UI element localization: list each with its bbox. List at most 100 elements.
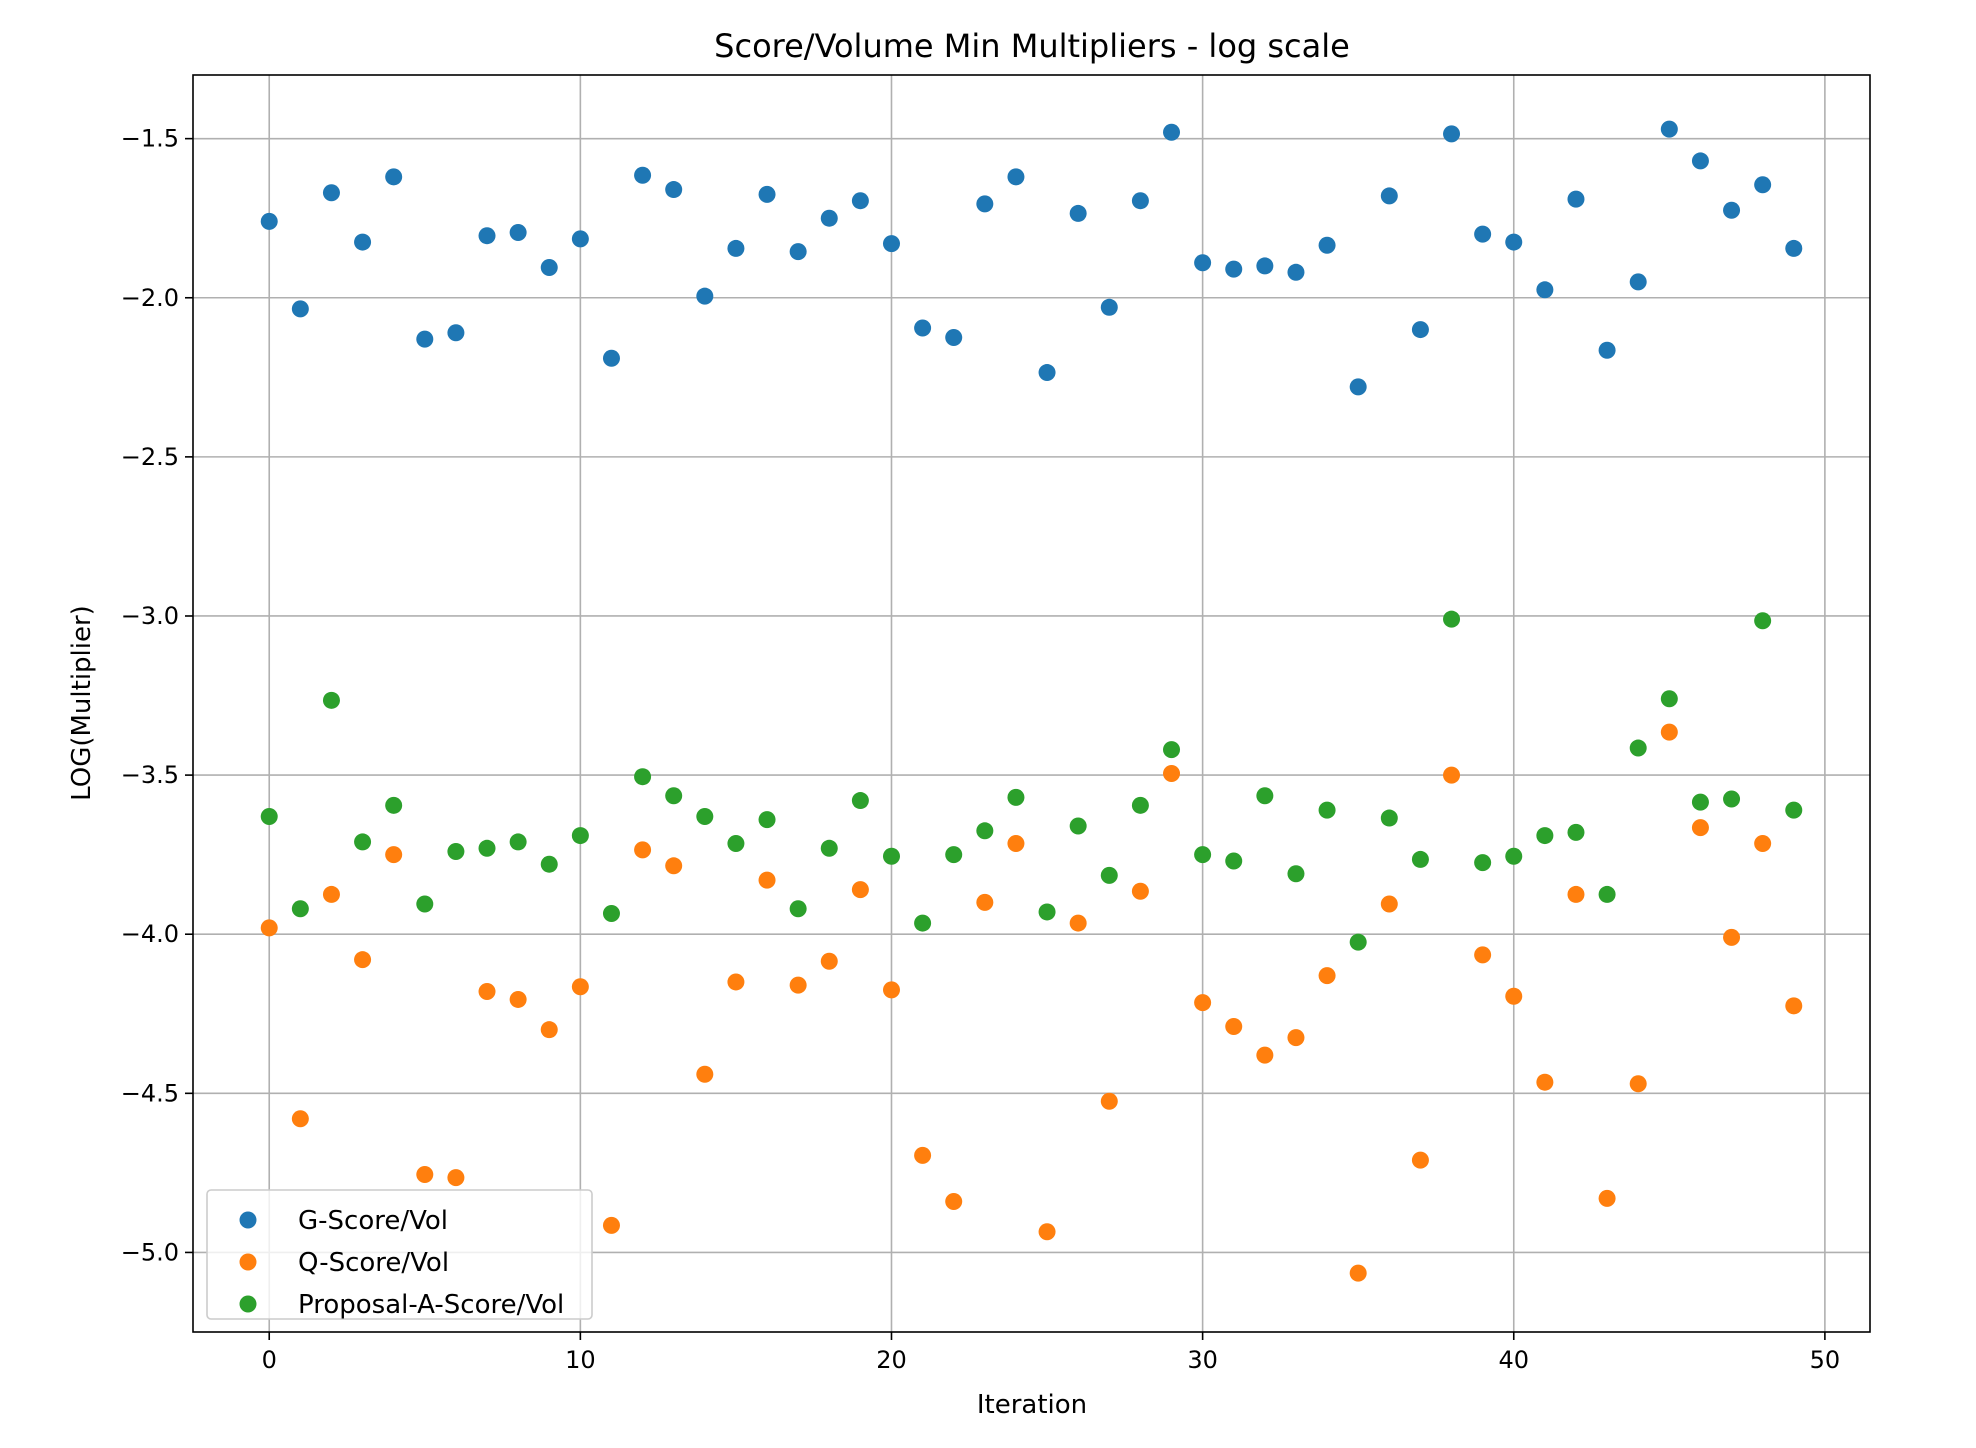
point-series-0-iter-20	[882, 235, 900, 253]
x-tick-label: 20	[876, 1346, 907, 1374]
point-series-0-iter-47	[1723, 201, 1741, 219]
point-series-2-iter-21	[914, 914, 932, 932]
point-series-0-iter-22	[945, 329, 963, 347]
point-series-0-iter-43	[1598, 341, 1616, 359]
point-series-0-iter-14	[696, 287, 714, 305]
point-series-0-iter-15	[727, 239, 745, 257]
point-series-1-iter-16	[758, 871, 776, 889]
point-series-1-iter-0	[260, 919, 278, 937]
point-series-0-iter-36	[1380, 187, 1398, 205]
x-tick-label: 30	[1187, 1346, 1218, 1374]
point-series-2-iter-30	[1194, 846, 1212, 864]
point-series-1-iter-22	[945, 1193, 963, 1211]
point-series-1-iter-20	[882, 981, 900, 999]
point-series-0-iter-0	[260, 212, 278, 230]
point-series-1-iter-25	[1038, 1223, 1056, 1241]
point-series-0-iter-27	[1100, 298, 1118, 316]
point-series-1-iter-45	[1660, 723, 1678, 741]
point-series-2-iter-39	[1474, 854, 1492, 872]
y-tick-label: −3.0	[121, 602, 179, 630]
point-series-1-iter-18	[820, 952, 838, 970]
point-series-1-iter-28	[1131, 882, 1149, 900]
axis-ticks: 0 10 20 30 40 50 −1.5 −2.0 −2.5 −3.0 −3.5 −4.0 −4.5 −…	[121, 125, 1840, 1374]
point-series-2-iter-23	[976, 822, 994, 840]
point-series-2-iter-49	[1785, 801, 1803, 819]
point-series-1-iter-8	[509, 990, 527, 1008]
y-tick-label: −4.5	[121, 1079, 179, 1107]
point-series-2-iter-26	[1069, 817, 1087, 835]
point-series-0-iter-39	[1474, 225, 1492, 243]
x-axis-label: Iteration	[977, 1390, 1087, 1420]
point-series-1-iter-11	[602, 1216, 620, 1234]
point-series-0-iter-7	[478, 227, 496, 245]
point-series-0-iter-34	[1318, 236, 1336, 254]
point-series-0-iter-25	[1038, 364, 1056, 382]
x-tick-label: 10	[565, 1346, 596, 1374]
point-series-2-iter-36	[1380, 809, 1398, 827]
point-series-1-iter-12	[634, 841, 652, 859]
point-series-2-iter-34	[1318, 801, 1336, 819]
point-series-1-iter-2	[322, 885, 340, 903]
point-series-2-iter-45	[1660, 690, 1678, 708]
point-series-1-iter-40	[1505, 987, 1523, 1005]
point-series-2-iter-33	[1287, 865, 1305, 883]
point-series-1-iter-3	[354, 951, 372, 969]
point-series-1-iter-9	[540, 1021, 558, 1039]
point-series-0-iter-35	[1349, 378, 1367, 396]
point-series-0-iter-23	[976, 195, 994, 213]
point-series-0-iter-8	[509, 224, 527, 242]
point-series-0-iter-32	[1256, 257, 1274, 275]
point-series-0-iter-5	[416, 330, 434, 348]
point-series-0-iter-24	[1007, 168, 1025, 186]
point-series-0-iter-18	[820, 209, 838, 227]
point-series-1-iter-47	[1723, 928, 1741, 946]
point-series-1-iter-27	[1100, 1092, 1118, 1110]
point-series-0-iter-31	[1225, 260, 1243, 278]
point-series-1-iter-19	[851, 881, 869, 899]
y-tick-label: −2.0	[121, 284, 179, 312]
point-series-1-iter-37	[1411, 1151, 1429, 1169]
point-series-2-iter-2	[322, 691, 340, 709]
point-series-0-iter-29	[1163, 123, 1181, 141]
point-series-1-iter-41	[1536, 1073, 1554, 1091]
point-series-2-iter-17	[789, 900, 807, 918]
y-tick-label: −3.5	[121, 761, 179, 789]
point-series-2-iter-38	[1443, 610, 1461, 628]
point-series-2-iter-20	[882, 847, 900, 865]
point-series-1-iter-17	[789, 976, 807, 994]
point-series-0-iter-16	[758, 185, 776, 203]
x-tick-label: 40	[1498, 1346, 1529, 1374]
point-series-2-iter-32	[1256, 787, 1274, 805]
point-series-0-iter-46	[1691, 152, 1709, 170]
legend: G-Score/Vol Q-Score/Vol Proposal-A-Score/V…	[206, 1189, 593, 1320]
point-series-1-iter-33	[1287, 1029, 1305, 1047]
point-series-1-iter-34	[1318, 967, 1336, 985]
point-series-1-iter-43	[1598, 1189, 1616, 1207]
point-series-2-iter-44	[1629, 739, 1647, 757]
point-series-0-iter-38	[1443, 125, 1461, 143]
point-series-2-iter-46	[1691, 793, 1709, 811]
point-series-1-iter-35	[1349, 1264, 1367, 1282]
point-series-0-iter-2	[322, 184, 340, 202]
point-series-0-iter-48	[1754, 176, 1772, 194]
point-series-1-iter-38	[1443, 766, 1461, 784]
legend-marker	[239, 1211, 257, 1229]
point-series-2-iter-29	[1163, 741, 1181, 759]
point-series-2-iter-24	[1007, 788, 1025, 806]
point-series-2-iter-13	[665, 787, 683, 805]
point-series-0-iter-37	[1411, 321, 1429, 339]
point-series-0-iter-19	[851, 192, 869, 210]
point-series-1-iter-7	[478, 982, 496, 1000]
point-series-0-iter-3	[354, 233, 372, 251]
point-series-2-iter-43	[1598, 885, 1616, 903]
point-series-2-iter-10	[571, 827, 589, 845]
point-series-1-iter-32	[1256, 1046, 1274, 1064]
point-series-1-iter-44	[1629, 1075, 1647, 1093]
point-series-0-iter-41	[1536, 281, 1554, 299]
point-series-2-iter-7	[478, 839, 496, 857]
point-series-0-iter-40	[1505, 233, 1523, 251]
plot-frame	[192, 74, 1871, 1333]
point-series-2-iter-22	[945, 846, 963, 864]
point-series-2-iter-31	[1225, 852, 1243, 870]
